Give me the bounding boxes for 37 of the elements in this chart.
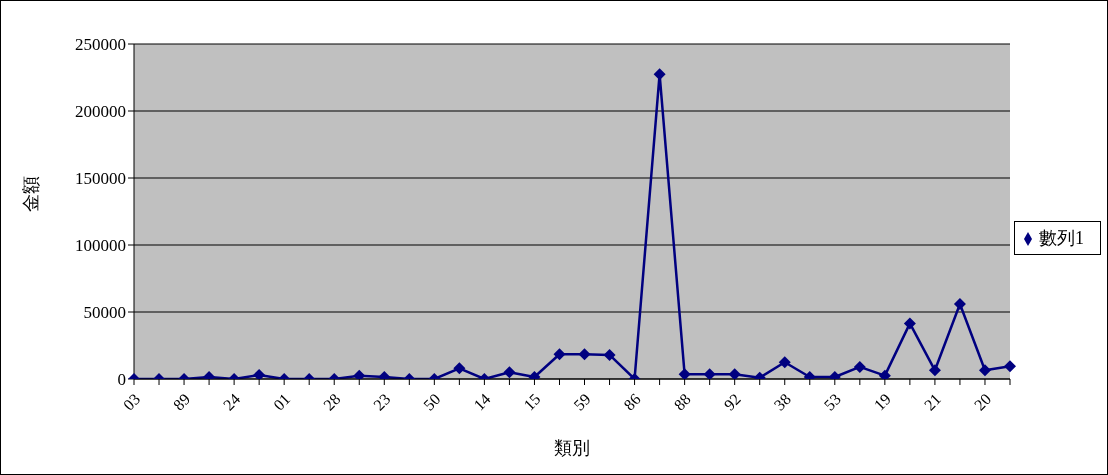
x-tick-label: 15 (520, 390, 544, 414)
y-tick-label: 100000 (75, 236, 126, 256)
y-tick-label: 50000 (83, 303, 126, 323)
y-tick-label: 200000 (75, 102, 126, 122)
point (728, 368, 741, 379)
x-tick-label: 89 (169, 390, 194, 414)
point (903, 317, 916, 330)
point (853, 360, 866, 373)
legend-label: 數列1 (1039, 227, 1084, 248)
x-tick-label: 59 (570, 390, 594, 414)
x-tick-label: 21 (920, 390, 945, 414)
x-tick-label: 24 (219, 390, 244, 414)
x-tick-label: 86 (620, 390, 644, 414)
x-tick-label: 23 (370, 390, 394, 414)
y-tick-label: 150000 (75, 169, 126, 189)
x-tick-label: 38 (770, 390, 794, 414)
point (953, 297, 966, 310)
point (678, 368, 691, 379)
x-tick-label: 53 (820, 390, 844, 414)
x-tick-label: 03 (119, 390, 144, 414)
x-tick-label: 88 (670, 390, 694, 414)
y-axis-title: 金額 (21, 175, 42, 212)
x-tick-label: 28 (320, 390, 344, 414)
x-tick-label: 01 (270, 390, 294, 414)
x-tick-label: 20 (970, 390, 995, 414)
point (353, 369, 366, 379)
y-tick-label: 250000 (75, 35, 126, 55)
x-tick-label: 14 (470, 390, 494, 414)
y-tick-label: 0 (117, 370, 126, 390)
point (253, 368, 266, 379)
x-tick-label: 19 (870, 390, 895, 414)
x-tick-label: 92 (720, 390, 744, 414)
x-axis-title: 類別 (554, 438, 590, 458)
point (703, 368, 716, 379)
x-tick-label: 50 (420, 390, 444, 414)
point (878, 369, 891, 379)
point (603, 348, 616, 361)
